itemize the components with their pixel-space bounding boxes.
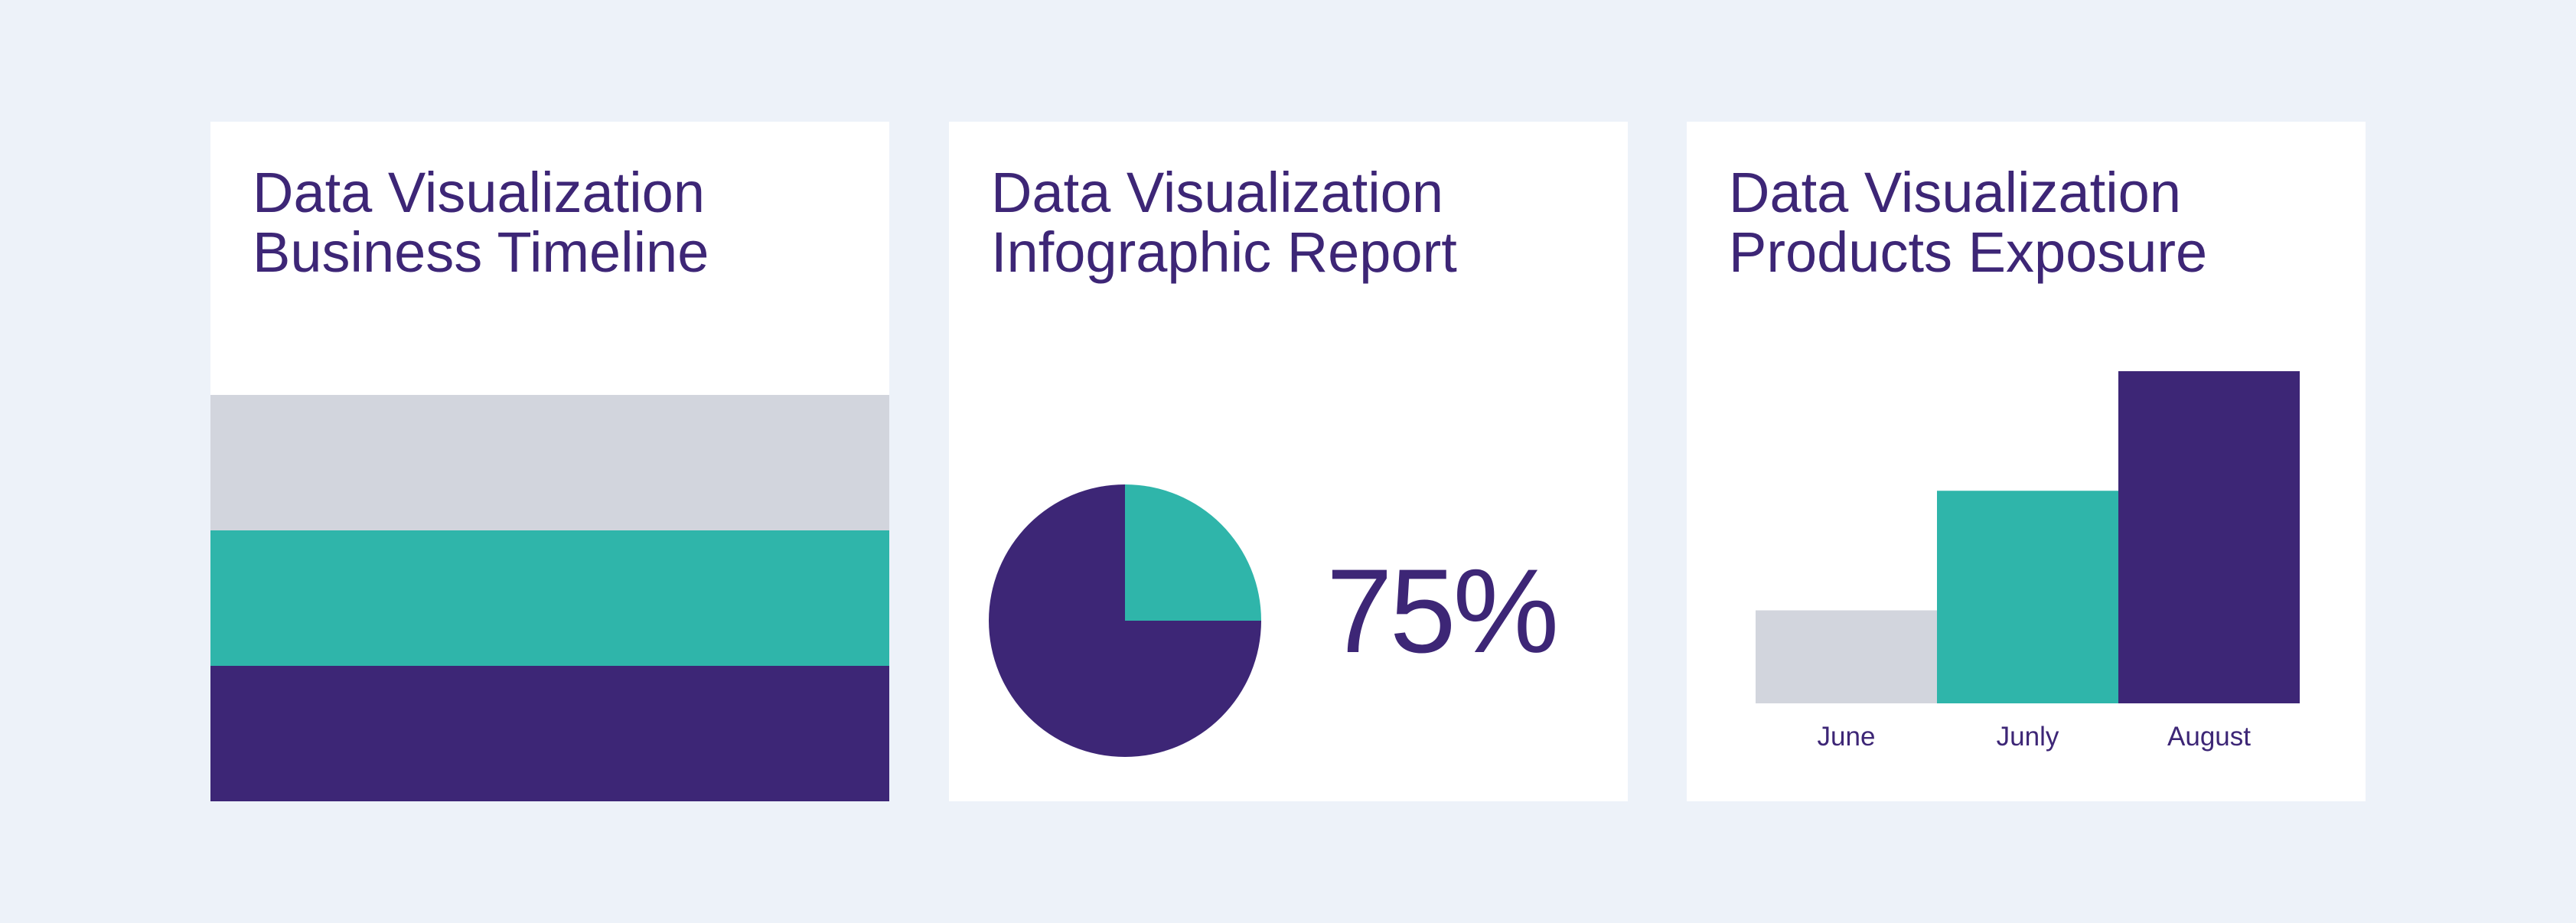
timeline-stripe-2 [210,530,889,666]
card-title: Data Visualization Products Exposure [1729,163,2207,282]
bar-label-junly: Junly [1997,722,2059,752]
card-title-line-2: Business Timeline [253,220,709,284]
timeline-stripe-3 [210,666,889,801]
pie-chart [989,484,1261,757]
timeline-stripe-1 [210,395,889,530]
bar-junly [1937,491,2118,703]
bar-label-august: August [2167,722,2251,752]
card-title-line-1: Data Visualization [1729,161,2181,224]
card-title-line-1: Data Visualization [253,161,705,224]
infographic-report-card: Data Visualization Infographic Report 75… [949,122,1628,801]
card-title: Data Visualization Business Timeline [253,163,709,282]
business-timeline-card: Data Visualization Business Timeline [210,122,889,801]
card-title: Data Visualization Infographic Report [991,163,1457,282]
bar-june [1756,610,1937,703]
pie-slice-2 [1125,484,1261,621]
card-title-line-1: Data Visualization [991,161,1443,224]
bar-label-june: June [1818,722,1876,752]
card-title-line-2: Products Exposure [1729,220,2208,284]
percent-label: 75% [1326,545,1559,678]
card-title-line-2: Infographic Report [991,220,1457,284]
bar-august [2118,371,2300,703]
bar-chart: June Junly August [1756,371,2300,752]
products-exposure-card: Data Visualization Products Exposure Jun… [1687,122,2366,801]
